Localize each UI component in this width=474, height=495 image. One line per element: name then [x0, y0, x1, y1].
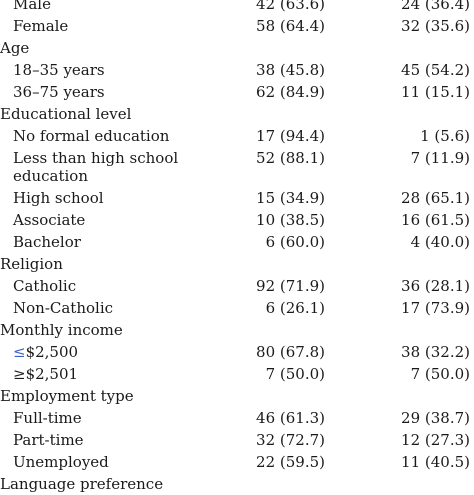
table-row: High school 15 (34.9) 28 (65.1): [0, 187, 474, 209]
count-cell-col1: 6 (26.1): [265, 299, 325, 317]
count-cell-col1: 6 (60.0): [265, 233, 325, 251]
category-label: Employment type: [0, 387, 134, 405]
table-row: Part-time 32 (72.7) 12 (27.3): [0, 429, 474, 451]
count-cell-col2: 11 (40.5): [401, 453, 470, 471]
count-cell-col1: 38 (45.8): [256, 61, 325, 79]
row-label: Male: [13, 0, 51, 13]
table-row: Associate 10 (38.5) 16 (61.5): [0, 209, 474, 231]
row-label: Less than high school education: [13, 149, 179, 185]
count-cell-col1: 22 (59.5): [256, 453, 325, 471]
count-cell-col2: 16 (61.5): [401, 211, 470, 229]
category-row: Monthly income: [0, 319, 474, 341]
count-cell-col1: 42 (63.6): [256, 0, 325, 13]
category-label: Religion: [0, 255, 63, 273]
table-row: 18–35 years 38 (45.8) 45 (54.2): [0, 59, 474, 81]
row-label: Catholic: [13, 277, 77, 295]
row-label: No formal education: [13, 127, 170, 145]
table-row: 36–75 years 62 (84.9) 11 (15.1): [0, 81, 474, 103]
count-cell-col1: 52 (88.1): [256, 149, 325, 167]
count-cell-col1: 92 (71.9): [256, 277, 325, 295]
count-cell-col1: 17 (94.4): [256, 127, 325, 145]
count-cell-col2: 7 (11.9): [410, 149, 470, 167]
row-label: ≤$2,500: [13, 343, 79, 361]
count-cell-col2: 36 (28.1): [401, 277, 470, 295]
table-row: Female 58 (64.4) 32 (35.6): [0, 15, 474, 37]
count-cell-col2: 7 (50.0): [410, 365, 470, 383]
count-cell-col1: 10 (38.5): [256, 211, 325, 229]
count-cell-col1: 7 (50.0): [265, 365, 325, 383]
category-label: Educational level: [0, 105, 132, 123]
count-cell-col2: 12 (27.3): [401, 431, 470, 449]
row-label: Unemployed: [13, 453, 109, 471]
table-row: Unemployed 22 (59.5) 11 (40.5): [0, 451, 474, 473]
count-cell-col2: 28 (65.1): [401, 189, 470, 207]
row-label: High school: [13, 189, 104, 207]
category-row: Educational level: [0, 103, 474, 125]
count-cell-col2: 45 (54.2): [401, 61, 470, 79]
table-row: Bachelor 6 (60.0) 4 (40.0): [0, 231, 474, 253]
table-row: Less than high school education 52 (88.1)…: [0, 147, 474, 187]
category-row: Employment type: [0, 385, 474, 407]
count-cell-col1: 58 (64.4): [256, 17, 325, 35]
category-row: Language preference: [0, 473, 474, 495]
category-row: Age: [0, 37, 474, 59]
table-row: Full-time 46 (61.3) 29 (38.7): [0, 407, 474, 429]
category-label: Age: [0, 39, 30, 57]
row-label: Full-time: [13, 409, 82, 427]
row-label: Bachelor: [13, 233, 81, 251]
table-row: No formal education 17 (94.4) 1 (5.6): [0, 125, 474, 147]
row-label: Non-Catholic: [13, 299, 114, 317]
row-label: Part-time: [13, 431, 84, 449]
row-label: Female: [13, 17, 69, 35]
table-row: ≥$2,501 7 (50.0) 7 (50.0): [0, 363, 474, 385]
table-row: Non-Catholic 6 (26.1) 17 (73.9): [0, 297, 474, 319]
count-cell-col2: 11 (15.1): [401, 83, 470, 101]
count-cell-col1: 15 (34.9): [256, 189, 325, 207]
table-row: Male 42 (63.6) 24 (36.4): [0, 0, 474, 15]
row-label: 36–75 years: [13, 83, 105, 101]
row-label: Associate: [13, 211, 86, 229]
count-cell-col1: 62 (84.9): [256, 83, 325, 101]
count-cell-col2: 29 (38.7): [401, 409, 470, 427]
count-cell-col2: 17 (73.9): [401, 299, 470, 317]
count-cell-col2: 32 (35.6): [401, 17, 470, 35]
count-cell-col2: 24 (36.4): [401, 0, 470, 13]
count-cell-col1: 80 (67.8): [256, 343, 325, 361]
count-cell-col2: 38 (32.2): [401, 343, 470, 361]
count-cell-col2: 4 (40.0): [410, 233, 470, 251]
row-label: 18–35 years: [13, 61, 105, 79]
table-row: Catholic 92 (71.9) 36 (28.1): [0, 275, 474, 297]
category-label: Monthly income: [0, 321, 123, 339]
table-row: ≤$2,500 80 (67.8) 38 (32.2): [0, 341, 474, 363]
count-cell-col1: 32 (72.7): [256, 431, 325, 449]
category-row: Religion: [0, 253, 474, 275]
category-label: Language preference: [0, 475, 164, 493]
row-label: ≥$2,501: [13, 365, 79, 383]
count-cell-col1: 46 (61.3): [256, 409, 325, 427]
count-cell-col2: 1 (5.6): [420, 127, 470, 145]
